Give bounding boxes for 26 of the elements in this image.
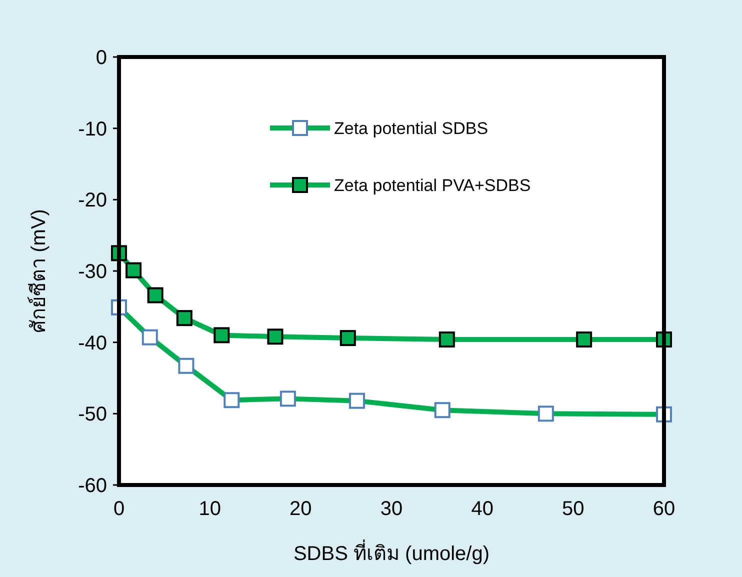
x-tick-label: 30 bbox=[380, 498, 403, 520]
x-tick-label: 50 bbox=[562, 498, 584, 520]
y-tick-label: -20 bbox=[78, 190, 107, 212]
point bbox=[126, 262, 142, 278]
legend-label: Zeta potential PVA+SDBS bbox=[334, 176, 531, 195]
legend-label: Zeta potential SDBS bbox=[334, 119, 488, 138]
y-tick-label: -10 bbox=[78, 118, 107, 140]
point bbox=[438, 331, 455, 348]
x-tick-label: 40 bbox=[471, 498, 494, 520]
x-tick-label: 20 bbox=[290, 498, 312, 520]
point bbox=[267, 328, 284, 345]
point bbox=[340, 330, 356, 346]
x-axis-title: SDBS ที่เติม (umole/g) bbox=[293, 539, 490, 565]
y-tick-label: -40 bbox=[78, 332, 107, 354]
y-tick-label: -50 bbox=[78, 404, 107, 426]
x-tick-label: 10 bbox=[198, 498, 221, 520]
x-tick-label: 0 bbox=[113, 498, 125, 520]
y-tick-label: -60 bbox=[78, 475, 107, 497]
point bbox=[147, 287, 164, 304]
y-tick-label: 0 bbox=[96, 47, 107, 69]
point bbox=[176, 310, 192, 326]
y-axis-title: ศักย์ซีตา (mV) bbox=[27, 209, 50, 333]
point bbox=[576, 331, 592, 348]
point bbox=[214, 327, 230, 344]
x-tick-label: 60 bbox=[652, 498, 676, 520]
y-tick-label: -30 bbox=[78, 261, 107, 283]
